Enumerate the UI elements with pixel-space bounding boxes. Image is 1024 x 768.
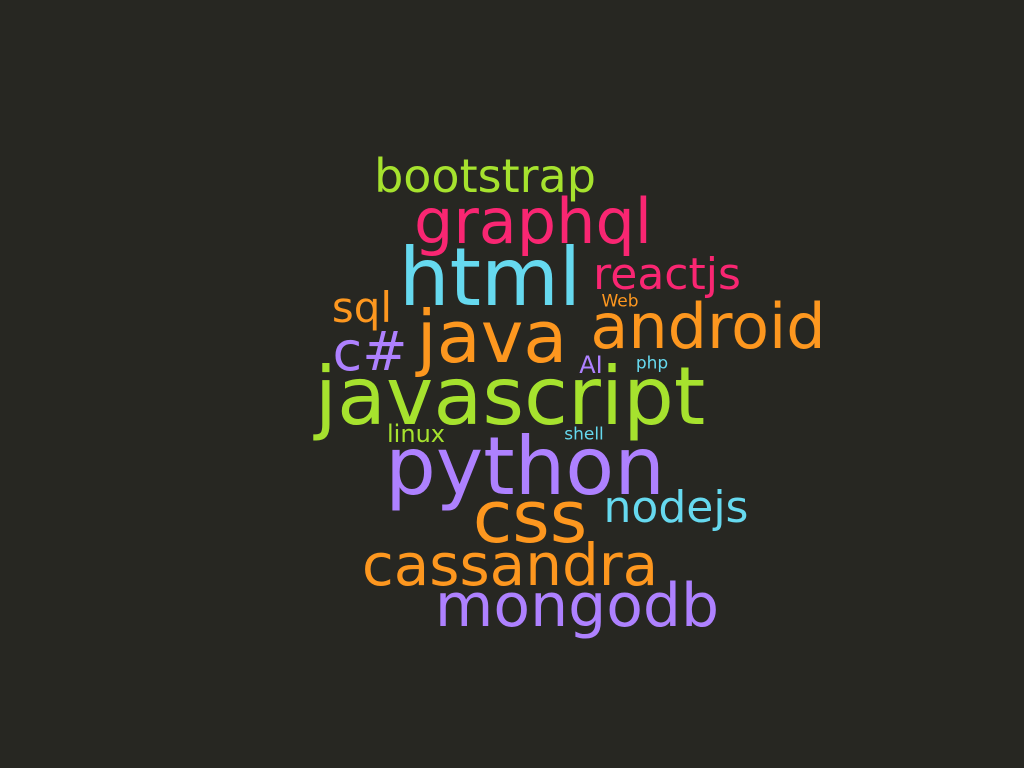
word-java[interactable]: java bbox=[416, 295, 568, 379]
word-sql[interactable]: sql bbox=[331, 283, 393, 332]
word-ai[interactable]: AI bbox=[579, 351, 603, 379]
word-csharp[interactable]: c# bbox=[332, 320, 408, 383]
word-bootstrap[interactable]: bootstrap bbox=[374, 149, 596, 203]
word-web[interactable]: Web bbox=[601, 291, 639, 312]
word-linux[interactable]: linux bbox=[387, 420, 445, 448]
word-reactjs[interactable]: reactjs bbox=[593, 249, 741, 300]
word-mongodb[interactable]: mongodb bbox=[434, 571, 720, 641]
word-html[interactable]: html bbox=[398, 231, 582, 324]
word-cassandra[interactable]: cassandra bbox=[361, 531, 659, 599]
word-css[interactable]: css bbox=[472, 475, 588, 559]
word-python[interactable]: python bbox=[385, 420, 665, 513]
word-android[interactable]: android bbox=[590, 290, 826, 363]
word-shell[interactable]: shell bbox=[564, 424, 604, 445]
word-nodejs[interactable]: nodejs bbox=[603, 482, 749, 533]
word-graphql[interactable]: graphql bbox=[413, 185, 653, 258]
word-php[interactable]: php bbox=[635, 353, 669, 374]
word-javascript[interactable]: javascript bbox=[314, 350, 706, 443]
